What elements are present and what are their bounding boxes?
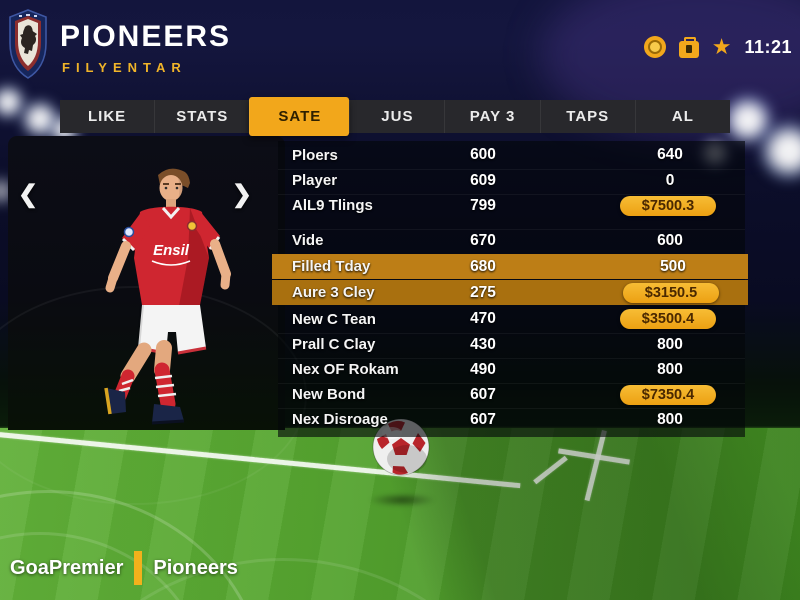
chevron-right-icon[interactable]: ❯ [231, 181, 252, 208]
table-row[interactable]: Filled Tday 680 500 [272, 254, 748, 279]
player-figure: Ensil [104, 168, 231, 425]
tab-pay-3[interactable]: PAY 3 [444, 100, 539, 133]
jersey-sponsor-text: Ensil [153, 242, 190, 259]
row-value-2: 800 [657, 335, 683, 353]
row-label: New C Tean [292, 310, 376, 328]
row-value-1: 670 [470, 231, 496, 249]
app-title: PIONEERS [60, 20, 232, 53]
row-value-1: 430 [470, 335, 496, 353]
tab-al[interactable]: AL [634, 100, 730, 133]
ball-shadow [368, 493, 436, 507]
row-value-badge: $7500.3 [620, 195, 716, 216]
app-subtitle: FILYENTAR [62, 60, 187, 75]
briefcase-icon[interactable] [678, 36, 699, 58]
table-row[interactable]: Prall C Clay 430 800 [278, 333, 745, 355]
table-row[interactable]: Nex Disroage 607 800 [278, 408, 745, 430]
row-value-2: 0 [665, 171, 675, 189]
row-value-1: 490 [470, 360, 496, 378]
tab-taps[interactable]: TAPS [539, 100, 635, 133]
row-value-1: 470 [470, 310, 496, 327]
tab-jus[interactable]: JUS [349, 100, 444, 133]
clock-time: 11:21 [744, 36, 792, 57]
table-row[interactable]: AlL9 Tlings 799 $7500.3 [278, 194, 745, 216]
row-label: Nex OF Rokam [292, 361, 399, 378]
coin-icon[interactable] [643, 36, 666, 58]
row-value-2: 800 [657, 410, 683, 428]
row-label: New Bond [292, 386, 366, 403]
row-value-2: 800 [657, 360, 683, 378]
tab-stats[interactable]: STATS [154, 100, 249, 133]
table-row[interactable]: Nex OF Rokam 490 800 [278, 358, 745, 380]
row-label: Player [292, 172, 338, 189]
chevron-left-icon[interactable]: ❮ [18, 181, 39, 208]
table-row[interactable]: Ploers 600 640 [278, 144, 745, 166]
footer-bar: GoaPremier Pioneers [10, 551, 238, 585]
row-label: Vide [292, 232, 324, 249]
table-row[interactable]: New C Tean 470 $3500.4 [278, 308, 745, 330]
table-row[interactable]: Aure 3 Cley 275 $3150.5 [272, 280, 748, 305]
row-label: Ploers [292, 146, 338, 164]
row-label: Filled Tday [292, 258, 371, 275]
club-crest-logo [9, 9, 47, 79]
table-row[interactable]: Vide 670 600 [278, 229, 745, 251]
row-value-1: 275 [470, 283, 496, 301]
row-value-1: 607 [470, 410, 496, 428]
tab-bar: LIKE STATS SATE JUS PAY 3 TAPS AL [60, 97, 730, 136]
row-label: AlL9 Tlings [292, 197, 373, 214]
row-value-1: 607 [470, 385, 496, 403]
row-value-1: 609 [470, 171, 496, 189]
row-label: Nex Disroage [292, 411, 388, 428]
row-value-2: 500 [660, 257, 686, 275]
row-label: Aure 3 Cley [292, 284, 375, 301]
tab-like[interactable]: LIKE [88, 108, 127, 125]
footer-league-name: GoaPremier [10, 556, 124, 579]
row-value-1: 799 [470, 196, 496, 214]
star-icon[interactable]: ★ [711, 34, 732, 59]
row-value-2: 600 [657, 231, 683, 249]
footer-divider [134, 551, 143, 585]
row-value-2: 640 [657, 146, 683, 163]
tab-sate[interactable]: SATE [249, 97, 350, 136]
footer-team-name: Pioneers [153, 556, 238, 579]
table-row[interactable]: Player 609 0 [278, 169, 745, 191]
row-value-1: 600 [470, 146, 496, 163]
row-value-badge: $3150.5 [623, 282, 719, 303]
row-value-1: 680 [470, 257, 496, 275]
table-row[interactable]: New Bond 607 $7350.4 [278, 383, 745, 405]
row-value-badge: $7350.4 [620, 384, 716, 405]
stats-table: Ploers 600 640 Player 609 0 AlL9 Tlings 799 $750… [272, 141, 748, 437]
status-bar: ★ 11:21 [643, 34, 792, 59]
row-value-badge: $3500.4 [620, 309, 716, 329]
player-card: ❮ ❯ [0, 136, 307, 505]
row-label: Prall C Clay [292, 336, 376, 353]
